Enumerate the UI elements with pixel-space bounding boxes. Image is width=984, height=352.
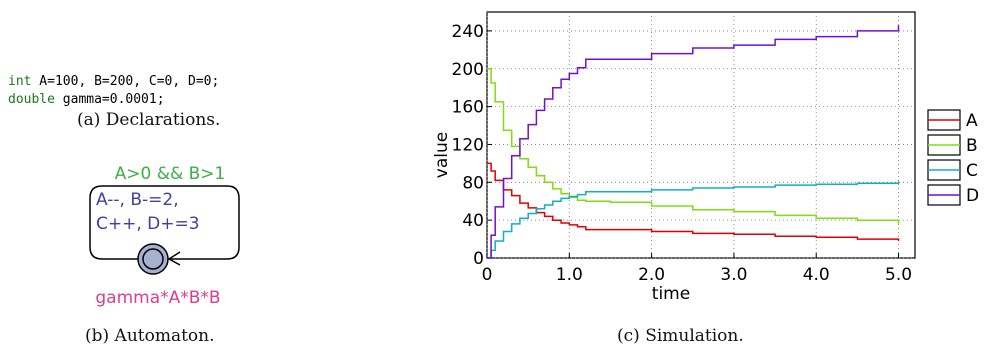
series-line-A	[487, 162, 900, 241]
series-line-C	[487, 181, 900, 259]
x-tick-label: 5.0	[885, 265, 912, 285]
y-tick-label: 240	[452, 22, 484, 42]
x-tick-label: 1.0	[556, 265, 583, 285]
y-tick-label: 80	[462, 173, 484, 193]
declaration-line-2: gamma=0.0001;	[54, 92, 165, 107]
y-tick-label: 0	[473, 249, 484, 269]
plot-frame	[486, 11, 916, 259]
legend-label-A: A	[966, 111, 978, 131]
x-tick-label: 2.0	[638, 265, 665, 285]
update-label-line-1: A--, B-=2,	[96, 190, 179, 210]
location-inner-circle	[142, 248, 164, 270]
simulation-chart: 0 40 80 120 160 200 240 0 1.0 2.0 3.0 4.0 5.0 time val…	[432, 11, 979, 304]
automaton-diagram: A>0 && B>1 A--, B-=2, C++, D+=3 gamma*A*…	[89, 164, 240, 308]
y-tick-label: 120	[452, 135, 484, 155]
declaration-line-1: A=100, B=200, C=0, D=0;	[31, 74, 220, 89]
rate-label: gamma*A*B*B	[95, 288, 220, 308]
x-tick-label: 3.0	[720, 265, 747, 285]
arrowhead-icon	[167, 251, 181, 266]
declarations-code: int A=100, B=200, C=0, D=0; double gamma…	[8, 55, 219, 109]
y-tick-label: 40	[462, 211, 484, 231]
y-tick-label: 160	[452, 98, 484, 118]
guard-label: A>0 && B>1	[115, 164, 226, 184]
caption-automaton: (b) Automaton.	[85, 326, 215, 346]
x-tick-label: 4.0	[803, 265, 830, 285]
caption-declarations: (a) Declarations.	[77, 110, 221, 130]
keyword-int: int	[8, 74, 32, 89]
x-tick-label: 0	[482, 265, 493, 285]
legend-label-B: B	[966, 136, 978, 156]
self-loop-edge	[89, 185, 240, 260]
series-line-B	[487, 68, 900, 224]
legend-label-C: C	[966, 161, 978, 181]
y-tick-label: 200	[452, 60, 484, 80]
caption-simulation: (c) Simulation.	[617, 326, 744, 346]
y-axis-label: value	[432, 132, 452, 178]
series-line-D	[487, 25, 900, 259]
legend-label-D: D	[966, 186, 979, 206]
update-label-line-2: C++, D+=3	[96, 214, 200, 234]
x-axis-label: time	[652, 284, 690, 304]
keyword-double: double	[8, 92, 55, 107]
